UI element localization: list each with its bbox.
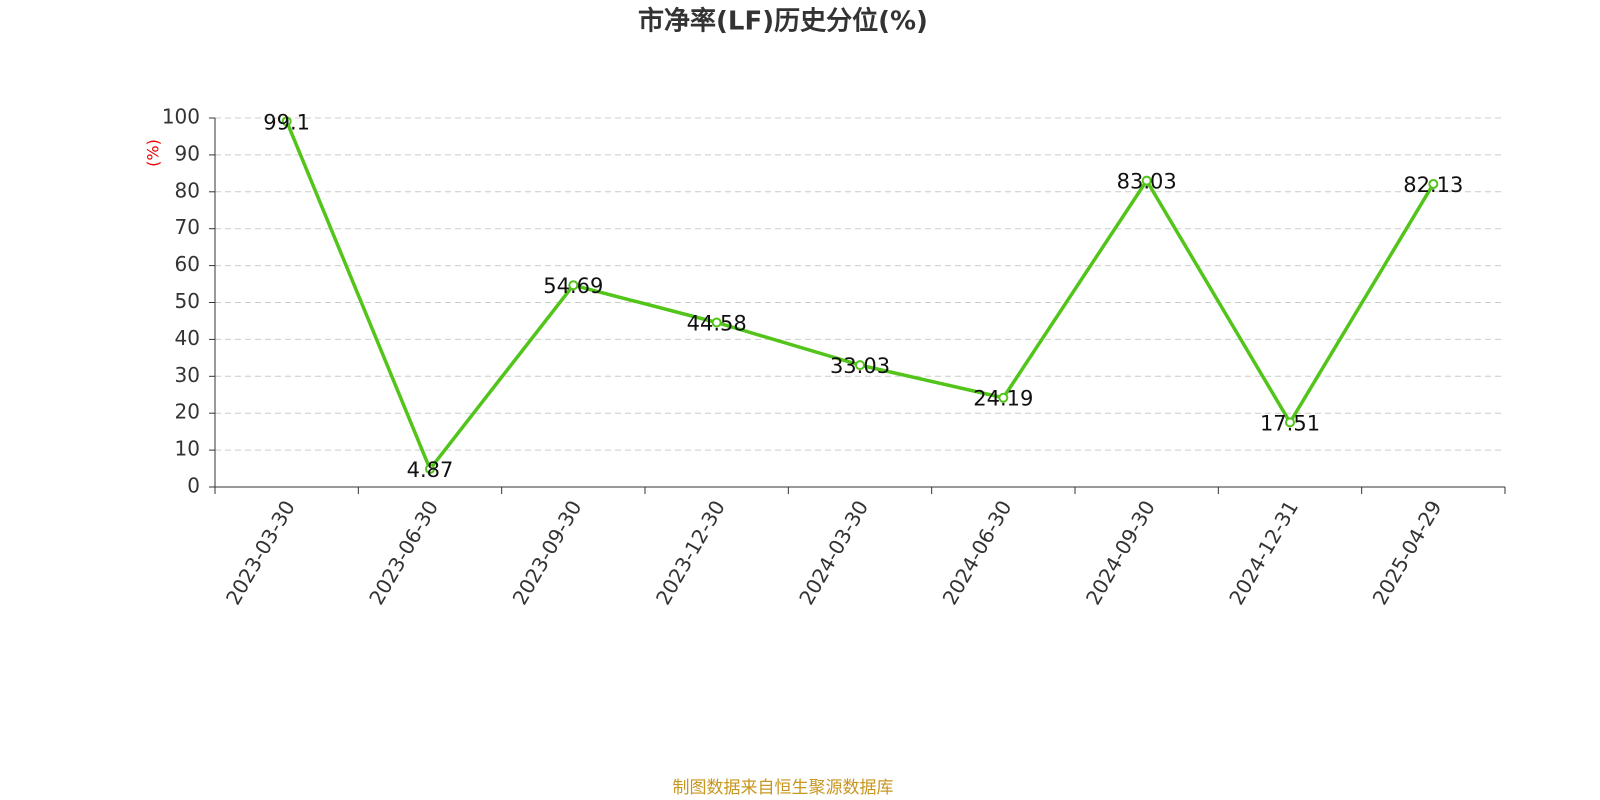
source-note: 制图数据来自恒生聚源数据库 — [673, 778, 894, 798]
data-point — [855, 360, 865, 371]
x-tick-label: 2023-03-30 — [221, 496, 300, 609]
y-tick-label: 60 — [175, 252, 200, 276]
x-tick-label: 2024-12-31 — [1224, 496, 1303, 609]
data-label: 44.58 — [687, 311, 747, 335]
data-label: 99.1 — [263, 110, 310, 134]
y-axis-label: (%) — [144, 139, 163, 167]
x-tick-label: 2023-09-30 — [508, 496, 587, 609]
data-point — [425, 464, 435, 475]
x-tick-label: 2025-04-29 — [1368, 496, 1447, 609]
y-tick-label: 50 — [175, 289, 200, 313]
data-point — [711, 317, 722, 328]
y-tick-label: 0 — [187, 474, 200, 498]
data-point — [1141, 175, 1152, 186]
x-tick-label: 2024-06-30 — [938, 496, 1017, 609]
data-label: 54.69 — [543, 274, 603, 298]
data-point — [281, 116, 292, 127]
y-tick-label: 90 — [175, 141, 200, 165]
y-tick-label: 80 — [175, 178, 200, 202]
data-label: 17.51 — [1260, 411, 1320, 435]
data-point — [1285, 417, 1295, 428]
x-tick-label: 2024-09-30 — [1081, 496, 1160, 609]
y-tick-label: 40 — [175, 326, 200, 350]
data-point — [998, 392, 1009, 403]
y-tick-label: 20 — [175, 400, 200, 424]
data-point — [1428, 178, 1439, 189]
data-label: 4.87 — [407, 458, 454, 482]
data-label: 24.19 — [973, 387, 1033, 411]
y-tick-label: 70 — [175, 215, 200, 239]
y-tick-label: 10 — [175, 437, 200, 461]
data-label: 83.03 — [1117, 170, 1177, 194]
data-point — [568, 280, 579, 291]
x-tick-label: 2023-12-30 — [651, 496, 730, 609]
data-label: 33.03 — [830, 354, 890, 378]
y-tick-label: 30 — [175, 363, 200, 387]
x-tick-label: 2024-03-30 — [794, 496, 873, 609]
y-tick-label: 100 — [162, 105, 200, 129]
x-tick-label: 2023-06-30 — [364, 496, 443, 609]
data-label: 82.13 — [1403, 173, 1463, 197]
chart-title: 市净率(LF)历史分位(%) — [638, 6, 928, 37]
